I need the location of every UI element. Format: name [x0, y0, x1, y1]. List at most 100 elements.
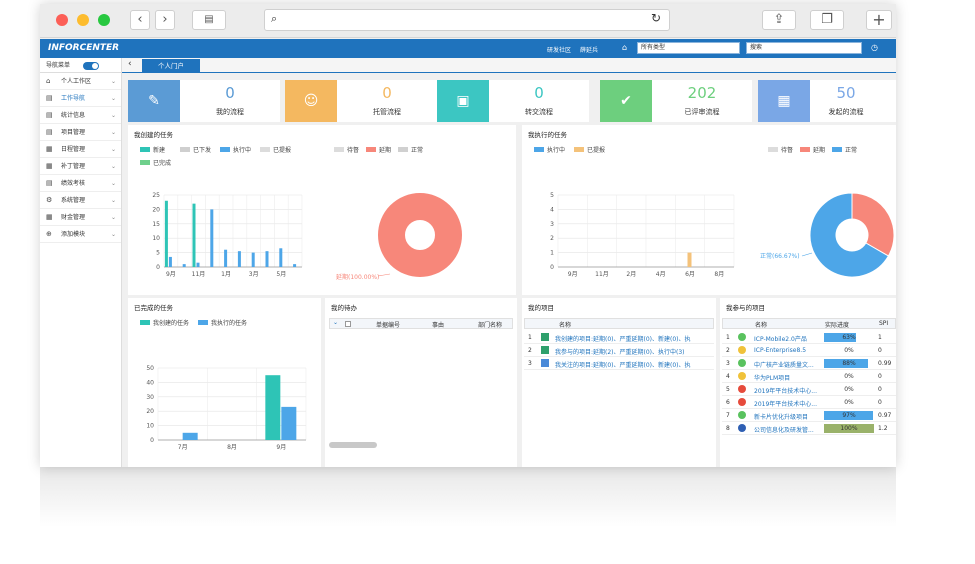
exec-bar — [687, 252, 692, 267]
table-row[interactable]: 1 ICP-Mobile2.0产品 63% 1 — [722, 331, 896, 344]
created-legend-label: 已完成 — [153, 159, 171, 167]
joined-title: 我参与的项目 — [726, 304, 765, 312]
sidebar-item-5[interactable]: ▦ 补丁管理 ⌄ — [40, 158, 121, 175]
created-x-tick: 1月 — [221, 271, 231, 278]
sidebar-item-9[interactable]: ⊕ 添加模块 ⌄ — [40, 226, 121, 243]
done-legend-item[interactable]: 我创建的任务 — [140, 319, 189, 327]
created-pie-legend-item[interactable]: 延期 — [366, 146, 391, 154]
created-pie-legend-item[interactable]: 正常 — [398, 146, 423, 154]
status-dot-icon — [738, 424, 746, 432]
share-icon[interactable]: ⇪ — [762, 10, 796, 30]
sidebar-item-7[interactable]: ⚙ 系统管理 ⌄ — [40, 192, 121, 209]
created-bar — [293, 264, 297, 267]
sidebar-item-3[interactable]: ▤ 项目管理 ⌄ — [40, 124, 121, 141]
created-legend-item[interactable]: 已下发 — [180, 146, 211, 154]
address-bar[interactable]: ⌕ ↻ — [264, 9, 670, 31]
maximize-window-button[interactable] — [98, 14, 110, 26]
row-number: 3 — [528, 360, 532, 367]
project-name[interactable]: 2019年平台技术中心... — [754, 401, 817, 408]
tabs-icon[interactable]: ❐ — [810, 10, 844, 30]
exec-y-tick: 1 — [550, 250, 554, 257]
stat-card-1[interactable]: ☺ 0 托管流程 — [285, 80, 437, 122]
close-window-button[interactable] — [56, 14, 68, 26]
table-row[interactable]: 6 2019年平台技术中心... 0% 0 — [722, 396, 896, 409]
row-number: 6 — [726, 399, 730, 406]
created-y-tick: 5 — [156, 250, 160, 257]
menu-icon: ▦ — [46, 162, 53, 170]
tab-scroll-left-icon[interactable]: ‹ — [128, 59, 132, 69]
stat-icon-box: ✔ — [600, 80, 652, 122]
table-row[interactable]: 3 中广核产业链质量文... 88% 0.99 — [722, 357, 896, 370]
stat-card-4[interactable]: ▦ 50 发起的流程 — [758, 80, 896, 122]
created-x-tick: 11月 — [192, 271, 206, 278]
created-legend-item[interactable]: 新建 — [140, 146, 165, 154]
table-row[interactable]: 8 公司信息化及研发管... 100% 1.2 — [722, 422, 896, 435]
exec-pie-legend-item[interactable]: 待督 — [768, 146, 793, 154]
forward-button[interactable]: › — [155, 10, 175, 30]
project-icon — [541, 359, 549, 367]
sidebar-item-8[interactable]: ▦ 财金管理 ⌄ — [40, 209, 121, 226]
type-select[interactable]: 所有类型 — [637, 42, 740, 54]
exec-pie-legend-item[interactable]: 正常 — [832, 146, 857, 154]
created-legend-item[interactable]: 已完成 — [140, 159, 171, 167]
stat-card-2[interactable]: ▣ 0 转交流程 — [437, 80, 589, 122]
project-name[interactable]: ICP-Mobile2.0产品 — [754, 336, 807, 343]
search-input[interactable]: 搜索 — [746, 42, 862, 54]
stat-card-0[interactable]: ✎ 0 我的流程 — [128, 80, 280, 122]
project-name[interactable]: 新卡片优化升级项目 — [754, 414, 809, 421]
select-all-checkbox[interactable] — [345, 321, 351, 327]
created-bar — [210, 209, 214, 267]
clock-icon[interactable]: ◷ — [871, 43, 878, 52]
sidebar-item-1[interactable]: ▤ 工作导航 ⌄ — [40, 90, 121, 107]
sidebar-item-label: 项目管理 — [61, 129, 86, 136]
done-legend-item[interactable]: 我执行的任务 — [198, 319, 247, 327]
created-legend-item[interactable]: 执行中 — [220, 146, 251, 154]
chevron-down-icon: ⌄ — [110, 231, 116, 238]
projects-header: 名称 — [524, 318, 714, 329]
created-legend-item[interactable]: 已提报 — [260, 146, 291, 154]
created-pie-slice — [378, 193, 462, 277]
tab-personal-portal[interactable]: 个人门户 — [142, 59, 200, 73]
back-button[interactable]: ‹ — [130, 10, 150, 30]
table-row[interactable]: 1 我创建的项目:延期(0)、严重延期(0)、新建(0)、执 — [524, 331, 714, 344]
user-link[interactable]: 薛延兵 — [580, 47, 599, 54]
sidebar-item-4[interactable]: ▦ 日程管理 ⌄ — [40, 141, 121, 158]
table-row[interactable]: 2 我参与的项目:延期(2)、严重延期(0)、执行中(3) — [524, 344, 714, 357]
table-row[interactable]: 4 华为PLM项目 0% 0 — [722, 370, 896, 383]
sidebar-item-6[interactable]: ▤ 绩效考核 ⌄ — [40, 175, 121, 192]
project-name[interactable]: 中广核产业链质量文... — [754, 362, 814, 369]
nav-toggle-switch[interactable] — [83, 62, 99, 70]
project-name[interactable]: 2019年平台技术中心... — [754, 388, 817, 395]
sidebar-item-0[interactable]: ⌂ 个人工作区 ⌄ — [40, 73, 121, 90]
table-row[interactable]: 5 2019年平台技术中心... 0% 0 — [722, 383, 896, 396]
project-link[interactable]: 我关注的项目:延期(0)、严重延期(0)、新建(0)、执 — [555, 362, 691, 369]
new-tab-icon[interactable]: + — [866, 10, 892, 30]
exec-legend-item[interactable]: 执行中 — [534, 146, 565, 154]
sidebar-toggle-icon[interactable]: ▤ — [192, 10, 226, 30]
created-pie-legend-item[interactable]: 待督 — [334, 146, 359, 154]
col-name: 名称 — [559, 322, 572, 329]
created-legend-swatch — [140, 147, 150, 152]
project-name[interactable]: 华为PLM项目 — [754, 375, 791, 382]
project-name[interactable]: 公司信息化及研发管... — [754, 427, 814, 434]
community-link[interactable]: 研发社区 — [547, 47, 572, 54]
exec-pie-legend-item[interactable]: 延期 — [800, 146, 825, 154]
created-y-tick: 10 — [152, 235, 160, 242]
table-row[interactable]: 7 新卡片优化升级项目 97% 0.97 — [722, 409, 896, 422]
home-icon[interactable]: ⌂ — [622, 43, 628, 52]
sidebar-item-2[interactable]: ▤ 统计信息 ⌄ — [40, 107, 121, 124]
project-link[interactable]: 我参与的项目:延期(2)、严重延期(0)、执行中(3) — [555, 349, 685, 356]
chevron-down-icon[interactable]: ⌄ — [333, 319, 339, 326]
reload-icon[interactable]: ↻ — [650, 11, 661, 25]
project-link[interactable]: 我创建的项目:延期(0)、严重延期(0)、新建(0)、执 — [555, 336, 691, 343]
progress-text: 97% — [842, 412, 856, 419]
project-name[interactable]: ICP-Enterprise8.5 — [754, 347, 807, 354]
table-row[interactable]: 2 ICP-Enterprise8.5 0% 0 — [722, 344, 896, 357]
exec-legend-item[interactable]: 已提报 — [574, 146, 605, 154]
minimize-window-button[interactable] — [77, 14, 89, 26]
stat-card-3[interactable]: ✔ 202 已评审流程 — [600, 80, 752, 122]
table-row[interactable]: 3 我关注的项目:延期(0)、严重延期(0)、新建(0)、执 — [524, 357, 714, 370]
exec-y-tick: 4 — [550, 206, 554, 213]
sidebar-item-label: 工作导航 — [61, 95, 86, 102]
horizontal-scrollbar[interactable] — [329, 442, 377, 448]
